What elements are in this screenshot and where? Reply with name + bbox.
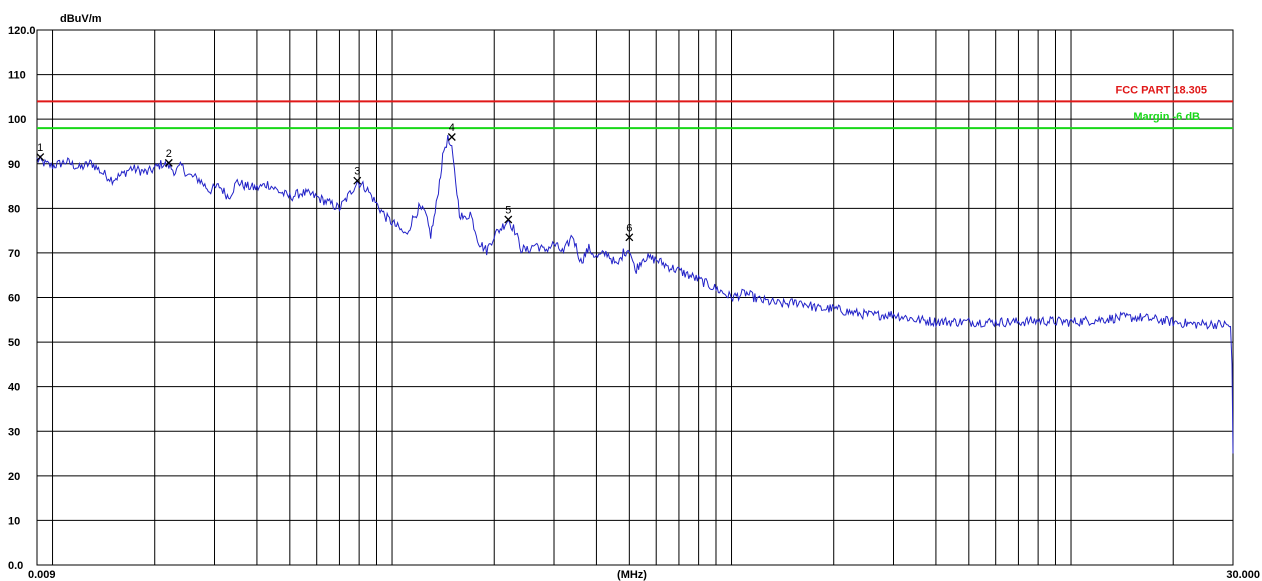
marker-x — [625, 233, 634, 242]
marker: 6 — [625, 222, 634, 242]
limit-lines: FCC PART 18.305 Margin -6 dB — [37, 84, 1233, 130]
x-tick-label-end: 30.000 — [1226, 569, 1260, 581]
y-tick-label: 100 — [8, 114, 26, 126]
marker: 1 — [36, 142, 45, 162]
markers: 1 2 3 4 5 6 — [36, 122, 634, 242]
marker-label: 2 — [166, 148, 172, 160]
marker-label: 1 — [37, 142, 43, 154]
y-tick-label: 30 — [8, 426, 20, 438]
marker-x — [164, 158, 173, 167]
marker-x — [353, 176, 362, 185]
marker-x — [504, 215, 513, 224]
x-tick-label-start: 0.009 — [28, 569, 56, 581]
x-axis-unit-label: (MHz) — [617, 569, 647, 581]
y-tick-label: 40 — [8, 382, 20, 394]
marker: 3 — [353, 166, 362, 185]
y-axis-unit-label: dBuV/m — [60, 13, 102, 25]
trace — [36, 134, 1234, 454]
marker: 5 — [504, 204, 513, 224]
marker: 4 — [447, 122, 456, 141]
marker-label: 3 — [354, 166, 360, 178]
y-tick-label: 0.0 — [8, 560, 23, 572]
y-tick-label: 20 — [8, 471, 20, 483]
y-tick-label: 10 — [8, 515, 20, 527]
trace-line — [36, 134, 1234, 454]
y-tick-label: 70 — [8, 248, 20, 260]
marker-label: 5 — [505, 204, 511, 216]
y-tick-label: 120.0 — [8, 25, 36, 37]
marker-label: 6 — [626, 222, 632, 234]
marker: 2 — [164, 148, 173, 167]
y-tick-label: 110 — [8, 70, 26, 82]
limit-label: FCC PART 18.305 — [1116, 84, 1208, 96]
y-tick-label: 60 — [8, 293, 20, 305]
axis-labels: 0.0 10 20 30 40 50 60 70 80 90 100 110 120.0 — [8, 25, 36, 572]
limit-label: Margin -6 dB — [1133, 111, 1200, 123]
y-tick-label: 80 — [8, 203, 20, 215]
y-tick-label: 90 — [8, 159, 20, 171]
marker-label: 4 — [449, 122, 455, 134]
y-tick-label: 50 — [8, 337, 20, 349]
grid — [36, 29, 1234, 566]
marker-x — [36, 153, 45, 162]
marker-x — [447, 133, 456, 141]
